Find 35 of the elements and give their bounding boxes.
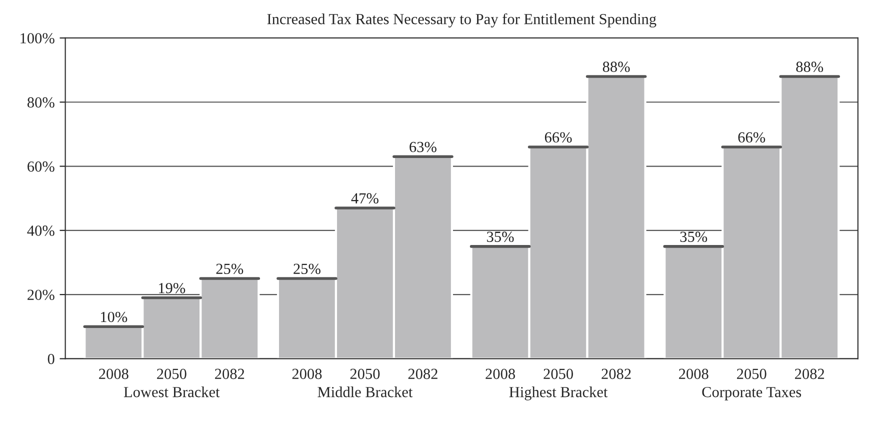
text: 2008 [292, 368, 322, 380]
data-label: 25% [216, 264, 244, 274]
data-label: 66% [738, 132, 766, 143]
series-label: 2082 [215, 368, 244, 380]
data-label: 63% [410, 142, 436, 152]
text: 2082 [602, 368, 631, 380]
data-label: 19% [158, 282, 186, 294]
text: 2050 [737, 368, 766, 380]
text: 2082 [408, 368, 438, 380]
text: 2050 [544, 368, 573, 380]
series-label: 2008 [99, 368, 128, 380]
y-tick-label: 80% [27, 97, 54, 108]
text: 2050 [350, 368, 380, 380]
x-tick-label: Highest Bracket [509, 386, 608, 400]
y-tick-label: 40% [27, 226, 54, 236]
text: 2008 [679, 368, 708, 380]
data-label: 88% [602, 62, 630, 72]
data-label: 47% [351, 193, 378, 204]
x-tick-label: Corporate Taxes [702, 386, 802, 400]
x-tick-label: Lowest Bracket [124, 386, 220, 398]
y-tick-label: 100% [20, 33, 54, 44]
data-label: 66% [544, 132, 572, 143]
x-tick-label: Middle Bracket [318, 386, 413, 398]
text: 2082 [795, 368, 824, 380]
y-tick-label: 60% [28, 161, 54, 172]
y-tick-label: 20% [28, 290, 54, 300]
text: 2008 [486, 368, 515, 380]
chart-title: Increased Tax Rates Necessary to Pay for Entitlement Spending [267, 13, 656, 28]
series-label: 2050 [157, 368, 186, 380]
y-tick-label: 0 [48, 354, 54, 364]
data-label: 35% [680, 232, 708, 242]
data-label: 88% [796, 62, 824, 72]
data-label: 10% [100, 312, 128, 322]
data-label: 25% [294, 264, 320, 274]
data-label: 35% [487, 232, 514, 242]
